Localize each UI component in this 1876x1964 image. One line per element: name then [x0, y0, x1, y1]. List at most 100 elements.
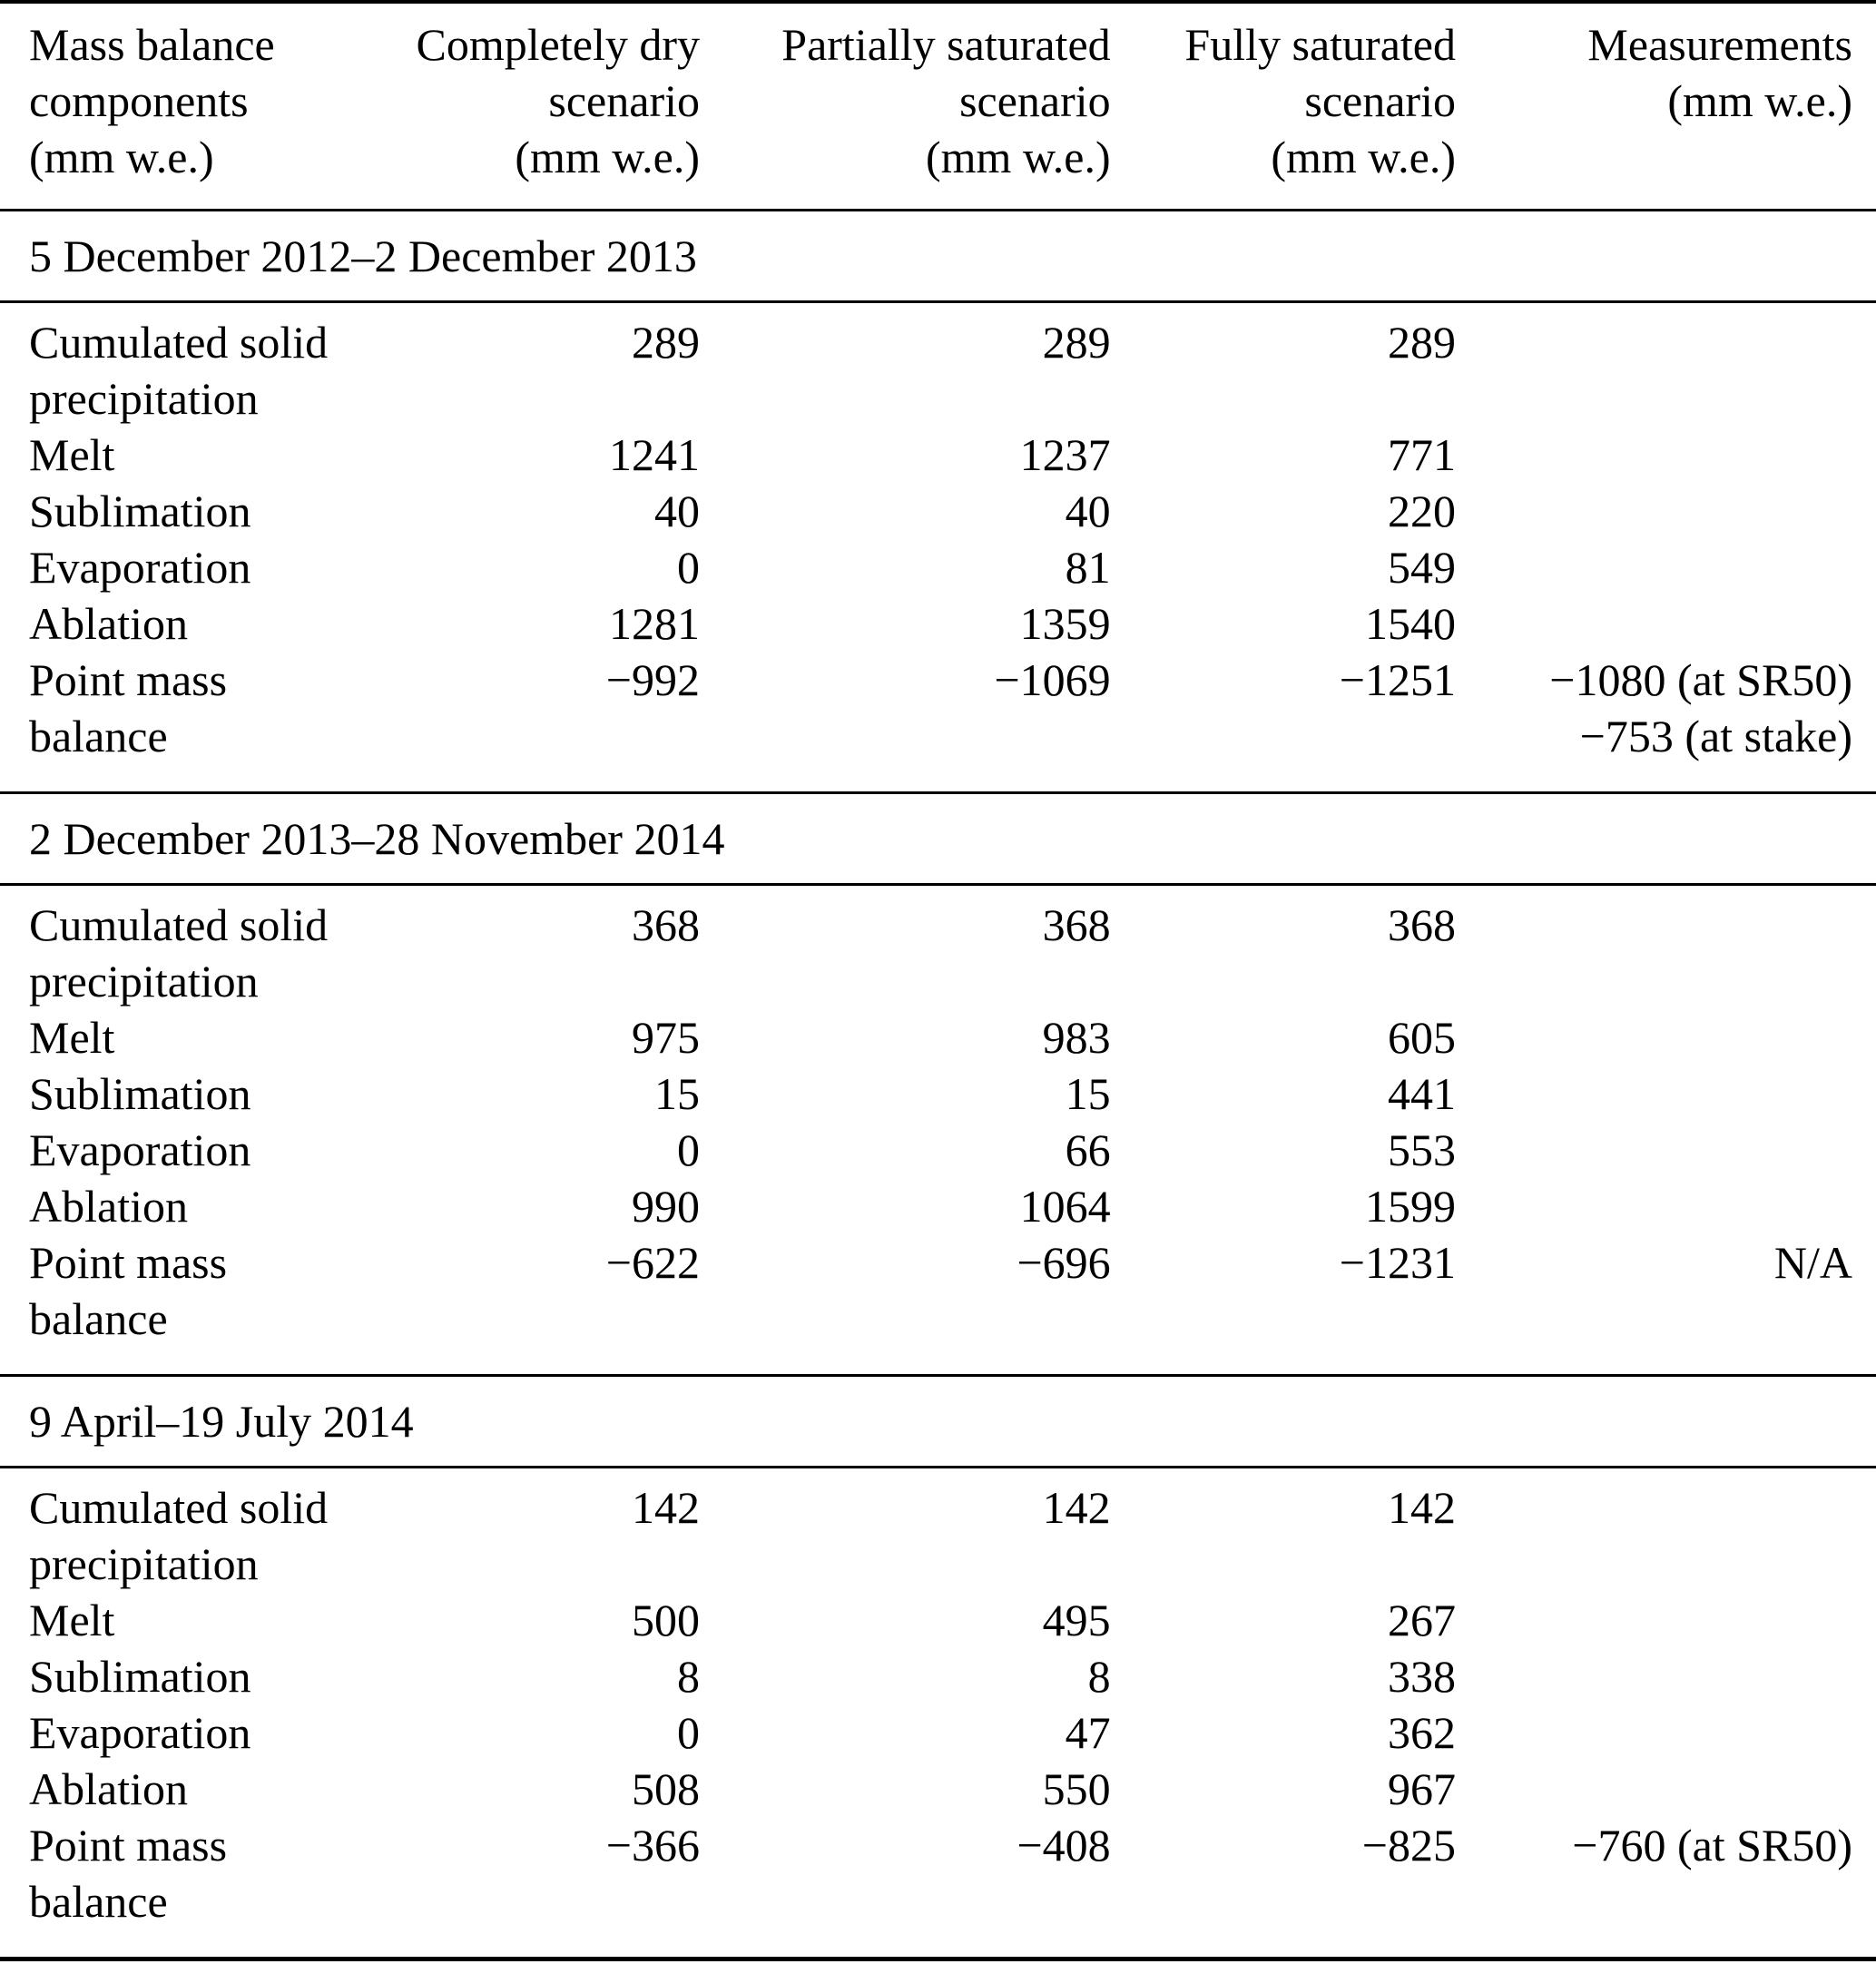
section-period-2012-2013: 5 December 2012–2 December 2013 Cumulate… — [0, 209, 1876, 793]
cell-value: 0 — [676, 1124, 700, 1175]
cell-value: 495 — [1042, 1595, 1111, 1645]
table-row: Ablation 508 550 967 — [0, 1761, 1876, 1817]
table-row: Cumulated solid precipitation 289 289 28… — [0, 302, 1876, 427]
cell-value: 771 — [1387, 429, 1456, 480]
table-row: Sublimation 15 15 441 — [0, 1065, 1876, 1122]
table-row: Sublimation 40 40 220 — [0, 483, 1876, 539]
table-row: Evaporation 0 47 362 — [0, 1704, 1876, 1761]
table-row: Cumulated solid precipitation 142 142 14… — [0, 1468, 1876, 1593]
cell-value: −1251 — [1339, 654, 1456, 705]
cell-value: 1241 — [608, 429, 700, 480]
row-label: Evaporation — [29, 542, 251, 593]
cell-value: 289 — [631, 317, 700, 368]
cell-value: 508 — [631, 1763, 700, 1814]
cell-value: 289 — [1387, 317, 1456, 368]
table-row: Ablation 990 1064 1599 — [0, 1178, 1876, 1234]
cell-measurement — [1456, 1122, 1876, 1178]
cell-value: 1281 — [608, 598, 700, 649]
cell-value: 15 — [1065, 1068, 1111, 1119]
cell-value: 0 — [676, 542, 700, 593]
row-label: Point mass balance — [29, 654, 228, 761]
row-label: Melt — [29, 1595, 115, 1645]
cell-value: 1540 — [1364, 598, 1456, 649]
table-row: Ablation 1281 1359 1540 — [0, 595, 1876, 652]
cell-value: −366 — [605, 1820, 700, 1871]
row-label: Ablation — [29, 598, 188, 649]
cell-value: 553 — [1387, 1124, 1456, 1175]
cell-value: 1359 — [1019, 598, 1111, 649]
cell-value: 967 — [1387, 1763, 1456, 1814]
cell-measurement — [1456, 539, 1876, 595]
cell-measurement — [1456, 1761, 1876, 1817]
cell-value: 975 — [631, 1012, 700, 1063]
cell-value: 338 — [1387, 1651, 1456, 1702]
cell-value: 142 — [1387, 1482, 1456, 1533]
section-title-row: 9 April–19 July 2014 — [0, 1374, 1876, 1468]
cell-measurement — [1456, 1009, 1876, 1065]
cell-value: 550 — [1042, 1763, 1111, 1814]
cell-value: 40 — [653, 486, 700, 536]
row-label: Cumulated solid precipitation — [29, 317, 329, 424]
cell-value: 220 — [1387, 486, 1456, 536]
cell-value: 0 — [676, 1707, 700, 1758]
header-completely-dry-scenario: Completely dry scenario (mm w.e.) — [399, 2, 700, 211]
cell-value: −1231 — [1339, 1237, 1456, 1288]
row-label: Ablation — [29, 1763, 188, 1814]
cell-value: 368 — [631, 899, 700, 950]
cell-value: 142 — [1042, 1482, 1111, 1533]
table-row: Evaporation 0 66 553 — [0, 1122, 1876, 1178]
cell-measurement — [1456, 1178, 1876, 1234]
row-label: Evaporation — [29, 1707, 251, 1758]
header-partially-saturated-scenario: Partially saturated scenario (mm w.e.) — [699, 2, 1111, 211]
table-row: Point mass balance −992 −1069 −1251 −108… — [0, 652, 1876, 793]
cell-value: 8 — [676, 1651, 700, 1702]
section-period-2013-2014: 2 December 2013–28 November 2014 Cumulat… — [0, 791, 1876, 1376]
cell-value: −408 — [1017, 1820, 1111, 1871]
row-label: Ablation — [29, 1181, 188, 1232]
cell-measurement: −760 (at SR50) — [1572, 1820, 1852, 1871]
header-fully-saturated-scenario: Fully saturated scenario (mm w.e.) — [1110, 2, 1456, 211]
row-label: Cumulated solid precipitation — [29, 899, 329, 1007]
cell-measurement — [1456, 427, 1876, 483]
cell-value: 500 — [631, 1595, 700, 1645]
cell-value: 605 — [1387, 1012, 1456, 1063]
cell-value: 66 — [1065, 1124, 1111, 1175]
cell-measurement — [1456, 1468, 1876, 1593]
table-row: Sublimation 8 8 338 — [0, 1648, 1876, 1704]
cell-value: 368 — [1042, 899, 1111, 950]
section-title-row: 2 December 2013–28 November 2014 — [0, 791, 1876, 886]
table-row: Melt 500 495 267 — [0, 1592, 1876, 1648]
cell-measurement — [1456, 302, 1876, 427]
cell-value: 549 — [1387, 542, 1456, 593]
header-measurements: Measurements (mm w.e.) — [1455, 2, 1876, 211]
table-row: Evaporation 0 81 549 — [0, 539, 1876, 595]
section-title: 9 April–19 July 2014 — [0, 1374, 1876, 1468]
row-label: Melt — [29, 429, 115, 480]
cell-value: 983 — [1042, 1012, 1111, 1063]
section-title: 5 December 2012–2 December 2013 — [0, 209, 1876, 303]
cell-value: 368 — [1387, 899, 1456, 950]
cell-value: 990 — [631, 1181, 700, 1232]
cell-value: 81 — [1065, 542, 1111, 593]
row-label: Sublimation — [29, 1068, 251, 1119]
cell-measurement — [1456, 483, 1876, 539]
cell-value: −1069 — [994, 654, 1111, 705]
cell-measurement: −1080 (at SR50) −753 (at stake) — [1549, 654, 1852, 761]
row-label: Point mass balance — [29, 1237, 228, 1344]
cell-measurement — [1456, 595, 1876, 652]
table-header: Mass balance components (mm w.e.) Comple… — [0, 2, 1876, 211]
cell-value: 1237 — [1019, 429, 1111, 480]
cell-value: −825 — [1361, 1820, 1456, 1871]
cell-value: −622 — [605, 1237, 700, 1288]
section-title-row: 5 December 2012–2 December 2013 — [0, 209, 1876, 303]
cell-measurement — [1456, 885, 1876, 1010]
row-label: Sublimation — [29, 486, 251, 536]
row-label: Evaporation — [29, 1124, 251, 1175]
cell-measurement — [1456, 1592, 1876, 1648]
cell-value: −992 — [605, 654, 700, 705]
cell-value: 1064 — [1019, 1181, 1111, 1232]
cell-measurement — [1456, 1704, 1876, 1761]
table-row: Point mass balance −622 −696 −1231 N/A — [0, 1234, 1876, 1376]
header-mass-balance-components: Mass balance components (mm w.e.) — [0, 2, 400, 211]
